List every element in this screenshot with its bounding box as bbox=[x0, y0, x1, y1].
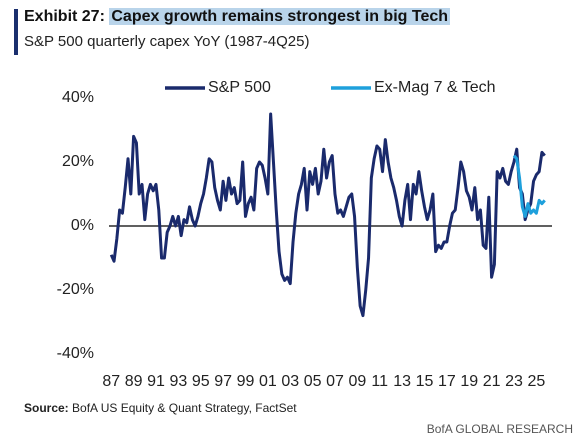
series-line bbox=[512, 154, 546, 218]
brand: BofA GLOBAL RESEARCH bbox=[426, 422, 573, 436]
x-tick-label: 15 bbox=[416, 373, 434, 390]
x-tick-label: 97 bbox=[214, 373, 232, 390]
x-tick-label: 91 bbox=[147, 373, 165, 390]
x-tick-label: 11 bbox=[371, 373, 388, 390]
x-tick-label: 07 bbox=[326, 373, 344, 390]
x-tick-label: 25 bbox=[527, 373, 545, 390]
x-tick-label: 89 bbox=[125, 373, 143, 390]
x-tick-label: 87 bbox=[102, 373, 120, 390]
source: Source: BofA US Equity & Quant Strategy,… bbox=[24, 401, 297, 415]
accent-bar bbox=[14, 9, 18, 55]
x-tick-label: 23 bbox=[505, 373, 523, 390]
y-tick-label: 20% bbox=[62, 153, 94, 170]
series-line bbox=[109, 112, 546, 318]
x-tick-label: 17 bbox=[438, 373, 456, 390]
y-tick-label: 0% bbox=[71, 217, 94, 234]
x-tick-label: 13 bbox=[393, 373, 411, 390]
x-tick-label: 09 bbox=[348, 373, 366, 390]
x-tick-label: 99 bbox=[237, 373, 255, 390]
chart-title: Capex growth remains strongest in big Te… bbox=[109, 8, 451, 25]
x-tick-label: 21 bbox=[483, 373, 501, 390]
legend-label: S&P 500 bbox=[208, 79, 271, 96]
source-text: BofA US Equity & Quant Strategy, FactSet bbox=[72, 401, 297, 415]
x-tick-label: 05 bbox=[304, 373, 322, 390]
y-tick-label: 40% bbox=[62, 89, 94, 106]
exhibit-label: Exhibit 27: bbox=[24, 8, 105, 25]
y-tick-label: -40% bbox=[57, 345, 94, 362]
header: Exhibit 27: Capex growth remains stronge… bbox=[24, 8, 451, 26]
x-tick-label: 03 bbox=[281, 373, 299, 390]
subtitle: S&P 500 quarterly capex YoY (1987-4Q25) bbox=[24, 33, 310, 50]
legend-label: Ex-Mag 7 & Tech bbox=[374, 79, 496, 96]
x-tick-label: 93 bbox=[169, 373, 187, 390]
x-tick-label: 19 bbox=[460, 373, 478, 390]
source-label: Source: bbox=[24, 401, 69, 415]
y-tick-label: -20% bbox=[57, 281, 94, 298]
x-tick-label: 95 bbox=[192, 373, 210, 390]
x-tick-label: 01 bbox=[259, 373, 277, 390]
